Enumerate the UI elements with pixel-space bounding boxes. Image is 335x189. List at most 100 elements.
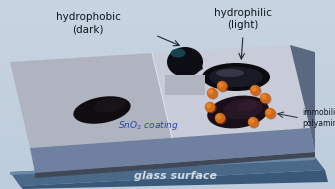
Bar	[0, 103, 335, 104]
Bar	[0, 165, 335, 166]
Bar	[0, 25, 335, 26]
Bar	[0, 76, 335, 77]
Bar	[0, 124, 335, 125]
Bar	[0, 163, 335, 164]
Polygon shape	[30, 128, 315, 173]
Bar	[0, 33, 335, 34]
Bar	[0, 17, 335, 18]
Bar	[0, 59, 335, 60]
Bar	[0, 36, 335, 37]
Bar	[0, 8, 335, 9]
Bar	[0, 120, 335, 121]
Bar	[0, 130, 335, 131]
Bar	[0, 34, 335, 35]
Bar	[0, 121, 335, 122]
Bar	[0, 64, 335, 65]
Bar	[0, 77, 335, 78]
Bar	[0, 16, 335, 17]
Bar	[0, 12, 335, 13]
Text: hydrophilic
(light): hydrophilic (light)	[214, 8, 272, 30]
Bar	[0, 73, 335, 74]
Bar	[0, 90, 335, 91]
Circle shape	[219, 83, 223, 87]
Bar	[0, 84, 335, 85]
Ellipse shape	[94, 98, 126, 112]
Bar	[0, 135, 335, 136]
Bar	[0, 4, 335, 5]
Bar	[0, 47, 335, 48]
Bar	[0, 160, 335, 161]
Bar	[0, 98, 335, 99]
Bar	[0, 35, 335, 36]
Bar	[0, 71, 335, 72]
Bar	[0, 142, 335, 143]
Bar	[0, 169, 335, 170]
Bar	[0, 127, 335, 128]
Circle shape	[206, 103, 216, 113]
Ellipse shape	[238, 101, 258, 111]
Bar	[0, 133, 335, 134]
Bar	[0, 145, 335, 146]
Bar	[0, 148, 335, 149]
Bar	[0, 134, 335, 135]
Bar	[0, 116, 335, 117]
Bar	[0, 3, 335, 4]
Bar	[0, 43, 335, 44]
Circle shape	[216, 114, 226, 124]
Bar	[0, 147, 335, 148]
Bar	[0, 164, 335, 165]
Ellipse shape	[73, 96, 131, 124]
Bar	[0, 93, 335, 94]
Bar	[0, 29, 335, 30]
Bar	[0, 22, 335, 23]
Bar	[0, 114, 335, 115]
Bar	[0, 141, 335, 142]
Circle shape	[250, 119, 254, 123]
Bar	[0, 140, 335, 141]
Bar	[0, 126, 335, 127]
Circle shape	[261, 94, 269, 102]
Bar	[0, 52, 335, 53]
Polygon shape	[290, 45, 315, 152]
Bar	[0, 58, 335, 59]
Bar	[0, 118, 335, 119]
Bar	[0, 38, 335, 39]
Bar	[0, 79, 335, 80]
Bar	[0, 101, 335, 102]
Circle shape	[252, 87, 256, 91]
Bar	[0, 96, 335, 97]
Text: SnO$_2$ coating: SnO$_2$ coating	[118, 119, 178, 132]
Bar	[0, 53, 335, 54]
Bar	[0, 108, 335, 109]
Bar	[0, 1, 335, 2]
Bar	[0, 31, 335, 32]
Bar	[0, 92, 335, 93]
Bar	[0, 154, 335, 155]
Bar	[0, 91, 335, 92]
Bar	[0, 21, 335, 22]
Bar	[0, 150, 335, 151]
Bar	[0, 186, 335, 187]
Circle shape	[249, 118, 258, 126]
Bar	[0, 97, 335, 98]
Bar	[0, 67, 335, 68]
Bar	[0, 159, 335, 160]
Polygon shape	[10, 53, 172, 148]
Bar	[0, 69, 335, 70]
Bar	[0, 137, 335, 138]
Circle shape	[217, 81, 226, 91]
Bar	[0, 81, 335, 82]
Bar	[0, 106, 335, 107]
Bar	[0, 143, 335, 144]
Bar	[0, 161, 335, 162]
Bar	[0, 2, 335, 3]
Bar	[0, 177, 335, 178]
Circle shape	[249, 118, 259, 128]
Polygon shape	[152, 45, 310, 138]
Bar	[0, 87, 335, 88]
Circle shape	[266, 108, 274, 118]
Bar	[0, 89, 335, 90]
Bar	[0, 111, 335, 112]
Bar	[0, 11, 335, 12]
Bar	[0, 109, 335, 110]
